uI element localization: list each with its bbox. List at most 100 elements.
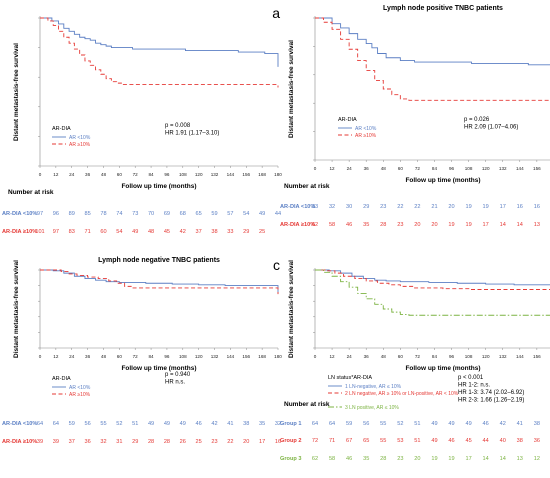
risk-value: 55 [380,421,386,427]
risk-value: 28 [148,439,154,445]
risk-value: 49 [431,421,437,427]
y-axis-label: Distant metastasis-free survival [13,260,20,358]
risk-value: 22 [397,204,403,210]
km-panel-b: bLymph node positive TNBC patients012243… [280,5,550,228]
risk-value: 14 [483,456,489,462]
risk-value: 41 [517,421,523,427]
risk-value: 38 [517,438,523,444]
risk-value: 69 [164,211,170,217]
risk-value: 67 [346,438,352,444]
x-tick-label: 0 [39,354,42,359]
risk-value: 17 [259,439,265,445]
risk-value: 97 [53,229,59,235]
risk-value: 36 [534,438,540,444]
risk-value: 19 [448,456,454,462]
risk-table-header: Number at risk [284,183,330,190]
risk-value: 35 [259,421,265,427]
stat-text: p = 0.008 [165,123,191,129]
x-tick-label: 48 [101,172,107,177]
risk-value: 16 [534,204,540,210]
x-tick-label: 36 [85,172,91,177]
risk-value: 14 [500,222,506,228]
risk-value: 57 [227,211,233,217]
x-tick-label: 156 [533,166,541,171]
x-tick-label: 0 [314,166,317,171]
x-tick-label: 132 [499,354,507,359]
risk-value: 78 [100,211,106,217]
risk-value: 96 [53,211,59,217]
risk-value: 23 [397,222,403,228]
x-tick-label: 12 [330,354,336,359]
panel-letter: a [272,5,280,21]
risk-value: 48 [148,229,154,235]
risk-row-label: AR-DIA ≥10% [2,439,37,445]
x-tick-label: 36 [364,166,370,171]
risk-value: 56 [363,421,369,427]
x-tick-label: 48 [101,354,107,359]
risk-value: 45 [164,229,170,235]
risk-value: 19 [431,456,437,462]
risk-value: 32 [329,204,335,210]
x-tick-label: 84 [149,172,155,177]
risk-table-header: Number at risk [284,401,330,408]
x-tick-label: 24 [69,354,75,359]
x-tick-label: 108 [465,354,473,359]
x-tick-label: 156 [242,172,250,177]
x-tick-label: 36 [364,354,370,359]
risk-value: 71 [329,438,335,444]
risk-value: 52 [116,421,122,427]
x-tick-label: 120 [195,172,203,177]
risk-value: 14 [500,456,506,462]
risk-value: 51 [414,421,420,427]
x-tick-label: 132 [211,172,219,177]
risk-value: 23 [211,439,217,445]
risk-value: 65 [363,438,369,444]
legend-title: AR-DIA [52,376,71,382]
km-curve-1 [40,269,279,294]
risk-value: 16 [517,204,523,210]
risk-value: 46 [448,438,454,444]
risk-value: 17 [465,456,471,462]
risk-value: 20 [448,204,454,210]
risk-value: 22 [414,204,420,210]
risk-value: 42 [211,421,217,427]
x-tick-label: 60 [398,166,404,171]
risk-value: 101 [35,229,44,235]
risk-value: 28 [164,439,170,445]
x-tick-label: 108 [179,172,187,177]
risk-value: 46 [346,456,352,462]
stat-text: p < 0.001 [458,375,484,381]
legend-label: AR <10% [69,385,91,391]
km-curve-2 [315,269,550,290]
risk-value: 39 [53,439,59,445]
risk-value: 21 [431,204,437,210]
risk-value: 29 [363,204,369,210]
risk-value: 23 [380,204,386,210]
risk-value: 20 [243,439,249,445]
risk-value: 55 [380,438,386,444]
legend-label: AR ≥10% [355,133,377,139]
risk-value: 28 [380,222,386,228]
risk-value: 13 [534,222,540,228]
risk-value: 29 [132,439,138,445]
risk-value: 49 [448,421,454,427]
risk-value: 64 [312,421,318,427]
stat-text: HR 2-3: 1.66 (1.26–2.19) [458,398,524,404]
risk-value: 72 [312,438,318,444]
risk-value: 20 [414,456,420,462]
risk-value: 19 [483,204,489,210]
risk-value: 16 [275,439,281,445]
risk-value: 62 [312,222,318,228]
y-axis-label: Distant metastasis-free survival [288,40,295,138]
legend-title: LN status*AR-DIA [328,375,372,381]
risk-value: 44 [275,211,281,217]
x-tick-label: 84 [432,354,438,359]
x-tick-label: 144 [227,354,235,359]
risk-value: 46 [196,421,202,427]
x-tick-label: 120 [482,354,490,359]
risk-value: 49 [431,438,437,444]
risk-value: 31 [116,439,122,445]
risk-value: 59 [211,211,217,217]
risk-value: 23 [397,456,403,462]
risk-row-label: Group 3 [280,456,301,462]
